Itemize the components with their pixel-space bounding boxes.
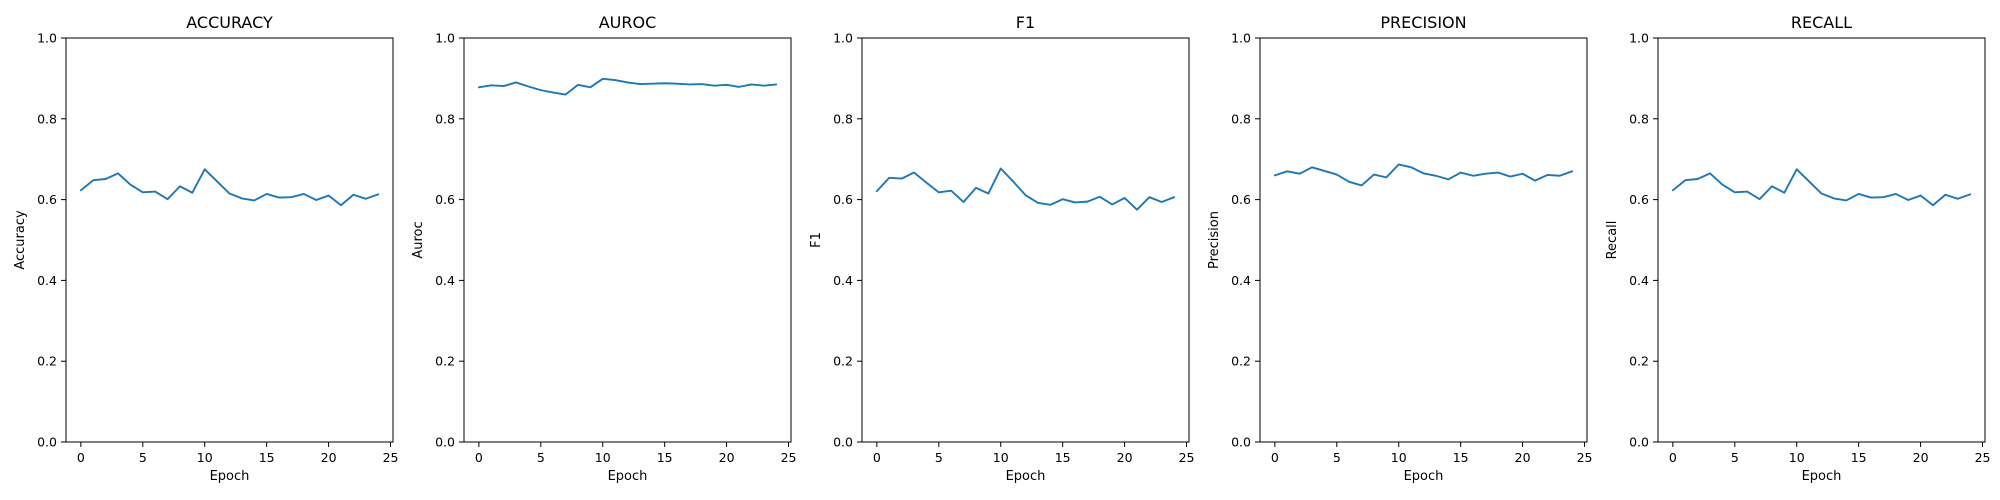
x-tick-label: 10: [1789, 450, 1805, 465]
y-tick-label: 0.6: [435, 192, 455, 207]
plot-frame: [861, 37, 1190, 443]
x-tick-label: 25: [1179, 450, 1195, 465]
y-tick-label: 0.6: [833, 192, 853, 207]
x-tick-label: 10: [197, 450, 213, 465]
y-tick-label: 0.2: [37, 354, 57, 369]
y-tick-label: 0.8: [1231, 111, 1251, 126]
y-axis-label: F1: [809, 232, 824, 248]
y-tick-label: 0.2: [435, 354, 455, 369]
x-tick-label: 15: [1453, 450, 1469, 465]
y-tick-label: 0.6: [1231, 192, 1251, 207]
y-tick-label: 0.4: [833, 273, 853, 288]
y-tick-label: 0.6: [1629, 192, 1649, 207]
y-tick-label: 0.8: [37, 111, 57, 126]
chart-panel-recall: RECALL 0 5 10 15 20 25 0.0 0.2 0.4 0.6 0.8 1.0 Epoch R…: [1605, 13, 1990, 484]
x-tick-label: 25: [781, 450, 797, 465]
x-axis-label: Epoch: [1006, 469, 1046, 484]
x-tick-label: 10: [1391, 450, 1407, 465]
x-tick-label: 15: [1851, 450, 1867, 465]
y-tick-label: 0.2: [1629, 354, 1649, 369]
y-axis-label: Auroc: [411, 221, 426, 258]
x-tick-label: 5: [935, 450, 943, 465]
y-tick-label: 0.4: [1231, 273, 1251, 288]
y-tick-label: 0.0: [1231, 435, 1251, 450]
chart-title: AUROC: [599, 13, 657, 32]
y-tick-label: 1.0: [1629, 31, 1649, 46]
y-axis-label: Recall: [1605, 221, 1620, 260]
y-tick-label: 0.8: [435, 111, 455, 126]
y-tick-label: 0.8: [833, 111, 853, 126]
y-tick-label: 0.4: [1629, 273, 1649, 288]
chart-panel-auroc: AUROC 0 5 10 15 20 25 0.0 0.2 0.4 0.6 0.8 1.0 Epoch Au…: [411, 13, 796, 484]
x-axis-label: Epoch: [1404, 469, 1444, 484]
y-tick-label: 1.0: [37, 31, 57, 46]
x-tick-label: 20: [321, 450, 337, 465]
y-axis-label: Accuracy: [13, 210, 28, 270]
x-tick-label: 15: [1055, 450, 1071, 465]
y-tick-label: 0.0: [435, 435, 455, 450]
x-tick-label: 5: [1333, 450, 1341, 465]
chart-title: F1: [1016, 13, 1035, 32]
x-tick-label: 20: [1515, 450, 1531, 465]
x-tick-label: 0: [1271, 450, 1279, 465]
x-tick-label: 20: [719, 450, 735, 465]
y-tick-label: 0.6: [37, 192, 57, 207]
x-tick-label: 20: [1913, 450, 1929, 465]
y-tick-label: 0.0: [833, 435, 853, 450]
y-tick-label: 0.4: [435, 273, 455, 288]
x-tick-label: 10: [595, 450, 611, 465]
x-axis-label: Epoch: [210, 469, 250, 484]
chart-panel-accuracy: ACCURACY 0 5 10 15 20 25 0.0 0.2 0.4 0.6 0.8 1.0 Epoc…: [13, 13, 398, 484]
x-tick-label: 0: [77, 450, 85, 465]
x-tick-label: 5: [139, 450, 147, 465]
y-tick-label: 1.0: [833, 31, 853, 46]
x-axis-label: Epoch: [608, 469, 648, 484]
x-tick-label: 0: [1669, 450, 1677, 465]
y-tick-label: 0.2: [833, 354, 853, 369]
chart-panel-f1: F1 0 5 10 15 20 25 0.0 0.2 0.4 0.6 0.8 1.0 Epoch F1: [809, 13, 1194, 484]
plot-frame: [65, 37, 394, 443]
y-tick-label: 0.8: [1629, 111, 1649, 126]
plot-frame: [1259, 37, 1588, 443]
x-tick-label: 0: [475, 450, 483, 465]
x-tick-label: 25: [1975, 450, 1991, 465]
x-axis-label: Epoch: [1802, 469, 1842, 484]
y-tick-label: 0.2: [1231, 354, 1251, 369]
x-tick-label: 15: [657, 450, 673, 465]
x-tick-label: 15: [259, 450, 275, 465]
plot-frame: [463, 37, 792, 443]
y-tick-label: 0.0: [1629, 435, 1649, 450]
x-tick-label: 10: [993, 450, 1009, 465]
y-axis-label: Precision: [1207, 211, 1222, 269]
chart-title: PRECISION: [1380, 13, 1466, 32]
chart-panel-precision: PRECISION 0 5 10 15 20 25 0.0 0.2 0.4 0.6 0.8 1.0 Epo…: [1207, 13, 1592, 484]
x-tick-label: 25: [1577, 450, 1593, 465]
chart-title: ACCURACY: [186, 13, 273, 32]
x-tick-label: 25: [383, 450, 399, 465]
chart-title: RECALL: [1791, 13, 1852, 32]
y-tick-label: 1.0: [1231, 31, 1251, 46]
y-tick-label: 0.4: [37, 273, 57, 288]
plot-frame: [1657, 37, 1986, 443]
x-tick-label: 20: [1117, 450, 1133, 465]
x-tick-label: 5: [1731, 450, 1739, 465]
y-tick-label: 1.0: [435, 31, 455, 46]
x-tick-label: 5: [537, 450, 545, 465]
x-tick-label: 0: [873, 450, 881, 465]
y-tick-label: 0.0: [37, 435, 57, 450]
